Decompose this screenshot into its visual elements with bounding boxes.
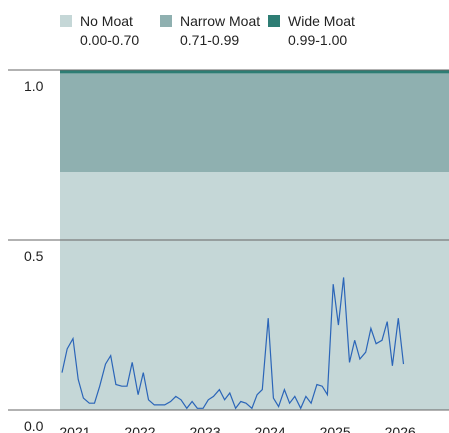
legend-range: 0.00-0.70 [80, 32, 139, 48]
legend-swatch [160, 15, 172, 27]
x-tick-label: 2026 [385, 424, 416, 433]
y-tick-label: 0.5 [24, 248, 44, 264]
x-tick-label: 2023 [189, 424, 220, 433]
data-line [61, 277, 405, 410]
x-tick-label: 2021 [59, 424, 90, 433]
legend-swatch [60, 15, 72, 27]
band [60, 172, 449, 410]
band [60, 73, 449, 172]
x-tick-label: 2024 [255, 424, 286, 433]
band [60, 70, 449, 74]
legend-name: Wide Moat [288, 13, 355, 29]
legend-range: 0.71-0.99 [180, 32, 239, 48]
x-tick-label: 2025 [320, 424, 351, 433]
x-tick-label: 2022 [124, 424, 155, 433]
legend-range: 0.99-1.00 [288, 32, 347, 48]
y-tick-label: 0.0 [24, 418, 44, 433]
legend-name: Narrow Moat [180, 13, 260, 29]
legend-name: No Moat [80, 13, 133, 29]
y-tick-label: 1.0 [24, 78, 44, 94]
legend-swatch [268, 15, 280, 27]
